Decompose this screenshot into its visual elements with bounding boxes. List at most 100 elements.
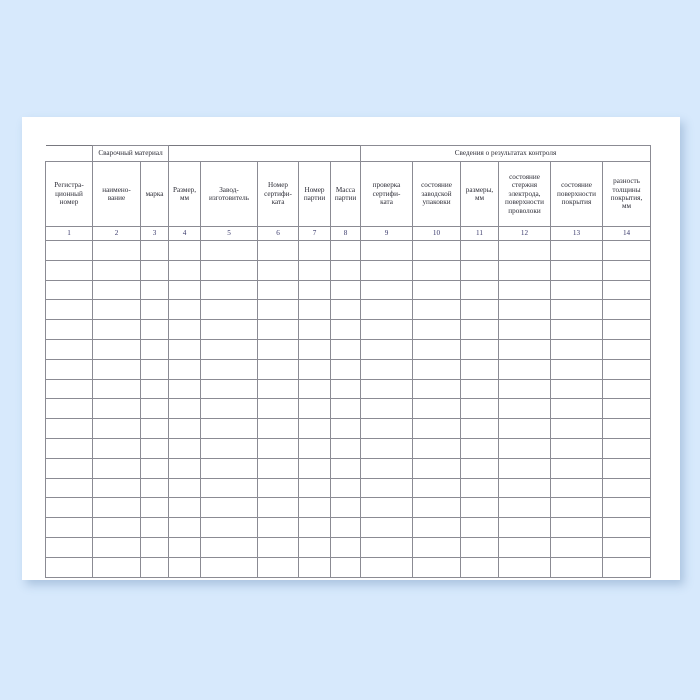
table-cell[interactable]	[498, 497, 551, 519]
table-cell[interactable]	[257, 418, 299, 439]
table-cell[interactable]	[45, 378, 93, 400]
table-cell[interactable]	[601, 437, 652, 459]
table-row[interactable]	[45, 497, 652, 519]
table-cell[interactable]	[45, 279, 93, 301]
table-cell[interactable]	[360, 536, 413, 558]
table-cell[interactable]	[45, 259, 93, 281]
table-cell[interactable]	[92, 556, 141, 578]
table-cell[interactable]	[360, 457, 413, 479]
table-cell[interactable]	[601, 398, 652, 420]
table-cell[interactable]	[200, 517, 258, 538]
table-cell[interactable]	[257, 477, 299, 499]
table-cell[interactable]	[298, 437, 331, 459]
table-cell[interactable]	[460, 358, 499, 380]
table-cell[interactable]	[257, 259, 299, 281]
table-cell[interactable]	[92, 536, 141, 558]
table-cell[interactable]	[360, 497, 413, 519]
table-cell[interactable]	[257, 437, 299, 459]
table-cell[interactable]	[257, 319, 299, 340]
table-cell[interactable]	[140, 279, 169, 301]
table-cell[interactable]	[257, 240, 299, 261]
table-cell[interactable]	[550, 378, 603, 400]
table-cell[interactable]	[550, 418, 603, 439]
table-cell[interactable]	[45, 418, 93, 439]
table-cell[interactable]	[360, 240, 413, 261]
table-cell[interactable]	[360, 378, 413, 400]
table-cell[interactable]	[200, 418, 258, 439]
table-cell[interactable]	[601, 319, 652, 340]
table-cell[interactable]	[460, 259, 499, 281]
table-cell[interactable]	[45, 497, 93, 519]
table-cell[interactable]	[330, 259, 361, 281]
table-cell[interactable]	[140, 477, 169, 499]
table-cell[interactable]	[460, 398, 499, 420]
table-cell[interactable]	[45, 358, 93, 380]
table-cell[interactable]	[140, 398, 169, 420]
table-cell[interactable]	[360, 556, 413, 578]
table-cell[interactable]	[498, 477, 551, 499]
table-cell[interactable]	[601, 418, 652, 439]
table-cell[interactable]	[200, 497, 258, 519]
table-cell[interactable]	[140, 437, 169, 459]
table-cell[interactable]	[298, 378, 331, 400]
table-cell[interactable]	[412, 437, 461, 459]
table-cell[interactable]	[168, 418, 201, 439]
table-row[interactable]	[45, 240, 652, 261]
table-cell[interactable]	[550, 279, 603, 301]
table-cell[interactable]	[45, 477, 93, 499]
table-cell[interactable]	[412, 536, 461, 558]
table-row[interactable]	[45, 536, 652, 558]
table-cell[interactable]	[257, 299, 299, 321]
table-cell[interactable]	[92, 457, 141, 479]
table-cell[interactable]	[330, 299, 361, 321]
table-cell[interactable]	[257, 556, 299, 578]
table-row[interactable]	[45, 338, 652, 360]
table-cell[interactable]	[601, 497, 652, 519]
table-cell[interactable]	[412, 240, 461, 261]
table-row[interactable]	[45, 299, 652, 321]
table-cell[interactable]	[200, 477, 258, 499]
table-cell[interactable]	[200, 338, 258, 360]
table-cell[interactable]	[200, 279, 258, 301]
table-cell[interactable]	[601, 536, 652, 558]
table-cell[interactable]	[298, 517, 331, 538]
table-cell[interactable]	[92, 378, 141, 400]
table-row[interactable]	[45, 437, 652, 459]
table-cell[interactable]	[257, 457, 299, 479]
table-cell[interactable]	[200, 378, 258, 400]
table-cell[interactable]	[498, 556, 551, 578]
table-cell[interactable]	[412, 517, 461, 538]
table-cell[interactable]	[92, 477, 141, 499]
table-cell[interactable]	[498, 517, 551, 538]
table-cell[interactable]	[298, 536, 331, 558]
table-cell[interactable]	[200, 319, 258, 340]
table-cell[interactable]	[460, 517, 499, 538]
table-cell[interactable]	[92, 517, 141, 538]
table-cell[interactable]	[330, 556, 361, 578]
table-cell[interactable]	[298, 418, 331, 439]
table-cell[interactable]	[412, 556, 461, 578]
table-cell[interactable]	[330, 477, 361, 499]
table-cell[interactable]	[498, 338, 551, 360]
table-cell[interactable]	[92, 279, 141, 301]
table-cell[interactable]	[601, 378, 652, 400]
table-cell[interactable]	[298, 259, 331, 281]
table-cell[interactable]	[200, 299, 258, 321]
table-cell[interactable]	[140, 517, 169, 538]
table-cell[interactable]	[360, 437, 413, 459]
table-row[interactable]	[45, 259, 652, 281]
table-cell[interactable]	[140, 319, 169, 340]
table-cell[interactable]	[168, 279, 201, 301]
table-cell[interactable]	[92, 437, 141, 459]
table-cell[interactable]	[257, 517, 299, 538]
table-cell[interactable]	[412, 259, 461, 281]
table-cell[interactable]	[498, 319, 551, 340]
table-row[interactable]	[45, 418, 652, 439]
table-cell[interactable]	[298, 299, 331, 321]
table-cell[interactable]	[140, 418, 169, 439]
table-cell[interactable]	[550, 299, 603, 321]
table-cell[interactable]	[460, 457, 499, 479]
table-cell[interactable]	[168, 338, 201, 360]
table-cell[interactable]	[330, 536, 361, 558]
table-cell[interactable]	[257, 398, 299, 420]
